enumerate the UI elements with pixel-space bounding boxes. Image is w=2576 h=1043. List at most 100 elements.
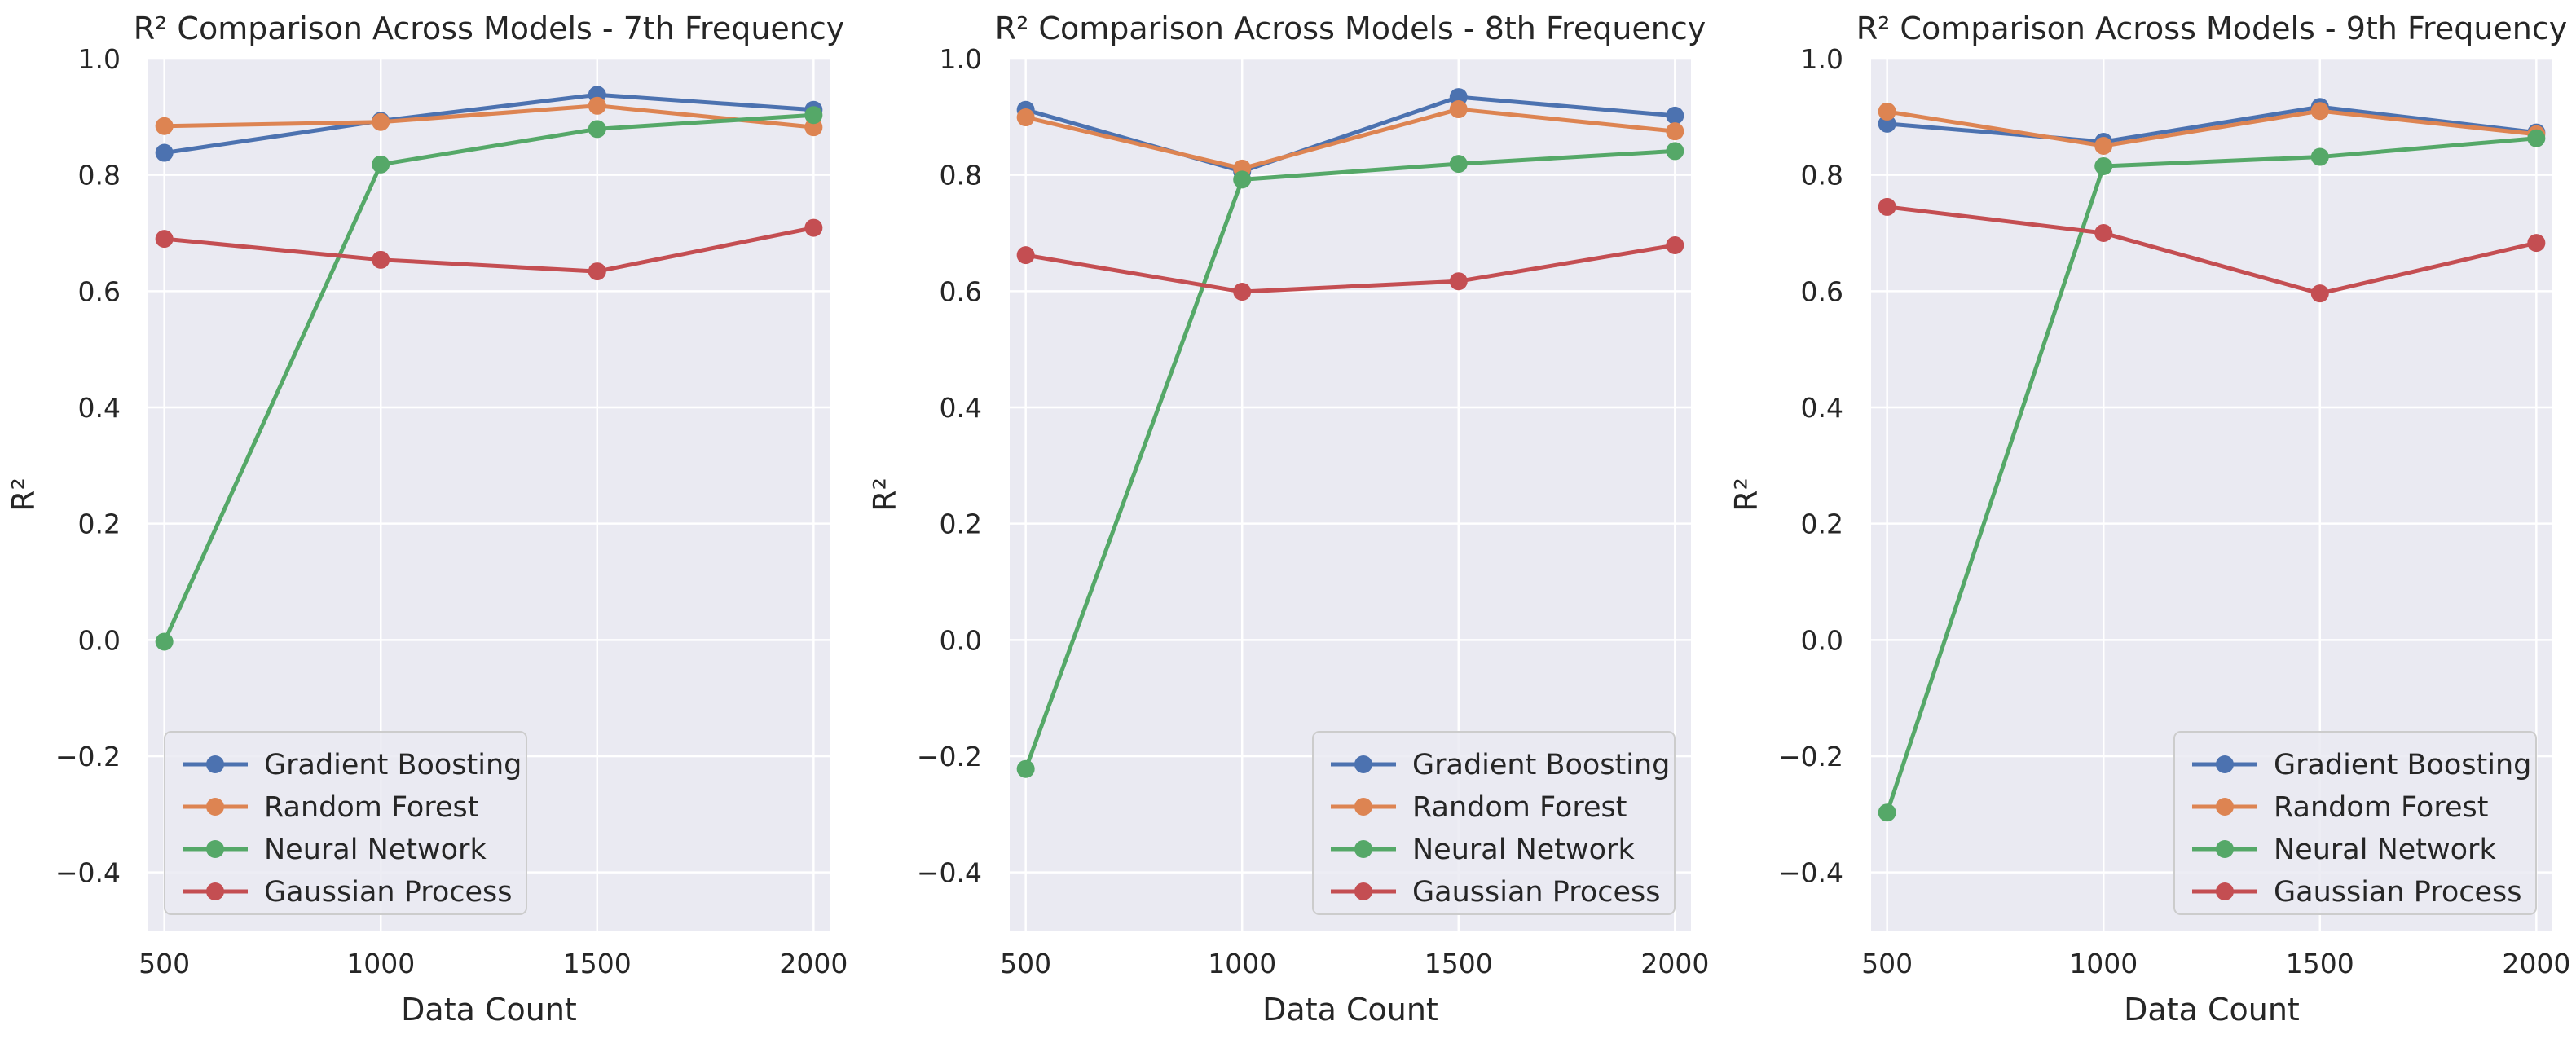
series-line (1887, 205, 2537, 296)
x-tick-label: 1500 (2286, 948, 2354, 979)
y-tick-label: −0.4 (917, 857, 982, 889)
series-line (1887, 108, 2537, 148)
data-point (2094, 137, 2113, 155)
y-tick-label: 0.4 (78, 392, 121, 424)
y-tick-label: 0.0 (940, 624, 982, 656)
data-point (372, 250, 390, 269)
data-point (1449, 100, 1468, 119)
data-point (1233, 283, 1252, 301)
data-point (1666, 142, 1684, 161)
series-line (1025, 243, 1676, 294)
data-point (1016, 246, 1035, 265)
data-point (155, 117, 174, 135)
data-point (2310, 102, 2329, 121)
legend-entry: Random Forest (1412, 791, 1627, 824)
legend-swatch-marker (1354, 755, 1372, 773)
data-point (155, 230, 174, 249)
y-tick-label: 1.0 (78, 43, 121, 75)
chart-title: R² Comparison Across Models - 9th Freque… (1856, 11, 2568, 46)
legend-swatch-marker (206, 840, 224, 858)
y-tick-label: 0.2 (1801, 508, 1843, 540)
series-line (1025, 107, 1676, 171)
data-point (2527, 129, 2546, 147)
chart-panel-1: −0.4 −0.2 0.0 0.2 0.4 0.6 0.8 1.0 500 1000 1500 200… (6, 11, 848, 1028)
x-axis-label: Data Count (1262, 992, 1438, 1028)
y-tick-label: 0.6 (78, 275, 121, 307)
y-axis-label: R² (1728, 477, 1764, 512)
series-line (162, 112, 814, 643)
data-point (1666, 106, 1684, 125)
data-point (2094, 156, 2113, 175)
x-tick-label: 2000 (2502, 948, 2570, 979)
data-point (1016, 759, 1035, 778)
data-point (804, 218, 823, 237)
legend-entry: Gaussian Process (1412, 876, 1660, 909)
x-tick-label: 1500 (1425, 948, 1493, 979)
data-point (1666, 122, 1684, 141)
y-tick-label: −0.4 (55, 857, 121, 889)
legend-swatch-marker (1354, 840, 1372, 858)
data-point (588, 96, 606, 115)
data-point (588, 120, 606, 139)
legend-frame (2173, 731, 2537, 915)
data-point (155, 143, 174, 162)
legend-frame (164, 731, 527, 915)
legend-swatch-marker (206, 755, 224, 773)
data-point (2310, 284, 2329, 303)
series-line (164, 226, 814, 274)
data-point (155, 632, 174, 651)
series-line (1887, 104, 2537, 144)
legend-entry: Gaussian Process (264, 876, 512, 909)
data-point (2310, 147, 2329, 166)
legend: Gradient Boosting Random Forest Neural Net… (164, 731, 527, 915)
data-point (372, 155, 390, 174)
y-tick-label: 0.0 (1801, 624, 1843, 656)
data-point (2527, 234, 2546, 253)
data-point (1878, 803, 1896, 822)
legend-entry: Neural Network (1412, 834, 1635, 866)
y-tick-label: 0.6 (1801, 275, 1843, 307)
x-tick-label: 500 (139, 948, 190, 979)
legend-swatch-marker (206, 798, 224, 816)
legend-entry: Gradient Boosting (264, 749, 522, 781)
data-point (1666, 235, 1684, 254)
legend-swatch-marker (1354, 798, 1372, 816)
y-tick-label: 0.2 (940, 508, 982, 540)
chart-title: R² Comparison Across Models - 7th Freque… (134, 11, 845, 46)
legend-entry: Random Forest (264, 791, 478, 824)
y-axis-label: R² (867, 477, 903, 512)
chart-title: R² Comparison Across Models - 8th Freque… (995, 11, 1706, 46)
y-axis-label: R² (6, 477, 42, 512)
x-tick-label: 2000 (1640, 948, 1709, 979)
data-point (1878, 102, 1896, 121)
data-point (372, 112, 390, 131)
legend-swatch-marker (206, 882, 224, 900)
series-line (164, 103, 814, 130)
legend-entry: Neural Network (2274, 834, 2496, 866)
y-tick-label: 0.0 (78, 624, 121, 656)
x-tick-label: 1000 (2069, 948, 2138, 979)
legend-entry: Gradient Boosting (1412, 749, 1670, 781)
series-line (1885, 136, 2537, 813)
data-point (1016, 108, 1035, 127)
series-line (1024, 148, 1676, 770)
y-tick-label: 0.4 (1801, 392, 1843, 424)
y-tick-label: 0.6 (940, 275, 982, 307)
legend-entry: Gaussian Process (2274, 876, 2521, 909)
legend-frame (1312, 731, 1676, 915)
legend: Gradient Boosting Random Forest Neural Net… (1312, 731, 1676, 915)
x-tick-label: 2000 (779, 948, 848, 979)
x-axis-label: Data Count (2124, 992, 2300, 1028)
y-tick-label: 0.2 (78, 508, 121, 540)
data-point (1449, 272, 1468, 291)
legend-entry: Neural Network (264, 834, 487, 866)
legend-swatch-marker (2216, 882, 2234, 900)
chart-panel-3: −0.4 −0.2 0.0 0.2 0.4 0.6 0.8 1.0 500 1000 1500 200… (1728, 11, 2570, 1028)
data-point (2094, 224, 2113, 242)
legend: Gradient Boosting Random Forest Neural Net… (2173, 731, 2537, 915)
legend-swatch-marker (2216, 755, 2234, 773)
legend-swatch-marker (2216, 840, 2234, 858)
x-axis-label: Data Count (401, 992, 577, 1028)
x-tick-label: 500 (1861, 948, 1913, 979)
